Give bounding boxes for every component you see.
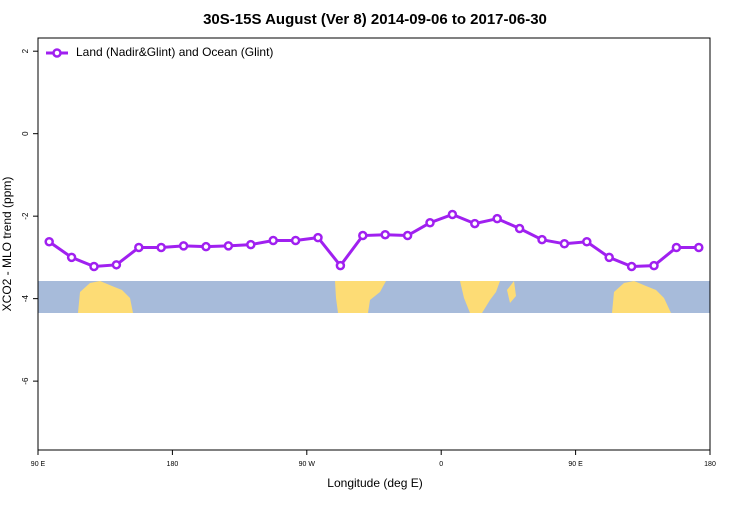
- point: [492, 213, 502, 224]
- land: [612, 281, 671, 313]
- x-tick-label: 90 W: [299, 461, 316, 468]
- legend-marker: [52, 48, 62, 58]
- point: [425, 218, 435, 228]
- plot-frame: [37, 37, 711, 451]
- point: [470, 218, 480, 229]
- series-line: [48, 212, 699, 269]
- x-tick-label: 180: [167, 461, 179, 468]
- point: [111, 260, 122, 270]
- point: [178, 241, 189, 251]
- legend-label: Land (Nadir&Glint) and Ocean (Glint): [76, 45, 273, 59]
- y-tick-label: 0: [21, 131, 30, 136]
- y-tick-label: 2: [21, 48, 30, 53]
- x-tick-label: 90 E: [31, 461, 46, 468]
- point: [514, 223, 525, 234]
- land: [335, 281, 386, 313]
- point: [626, 261, 637, 272]
- point: [44, 236, 54, 247]
- point: [649, 260, 659, 271]
- point: [582, 236, 592, 247]
- x-tick-label: 0: [439, 461, 443, 468]
- x-axis-label: Longitude (deg E): [327, 476, 422, 490]
- point: [313, 232, 323, 243]
- land: [507, 281, 516, 303]
- point: [537, 234, 547, 245]
- point: [134, 242, 144, 253]
- point: [694, 242, 704, 253]
- point: [290, 235, 301, 246]
- chart-title: 30S-15S August (Ver 8) 2014-09-06 to 201…: [203, 11, 547, 28]
- point: [89, 261, 99, 272]
- point: [246, 239, 256, 250]
- point: [335, 260, 346, 271]
- land: [460, 281, 500, 313]
- point: [223, 241, 234, 251]
- point: [671, 242, 682, 253]
- x-tick-label: 90 E: [568, 461, 583, 468]
- y-tick-label: -4: [21, 295, 30, 303]
- point: [559, 239, 570, 249]
- y-tick-label: -6: [21, 377, 30, 385]
- land: [78, 281, 133, 313]
- point: [201, 241, 211, 252]
- point: [66, 252, 77, 263]
- y-axis-label: XCO2 - MLO trend (ppm): [0, 177, 14, 312]
- point: [156, 242, 166, 253]
- point: [447, 209, 458, 220]
- point: [268, 235, 278, 246]
- point: [402, 230, 413, 241]
- point: [604, 252, 614, 263]
- y-tick-label: -2: [21, 212, 30, 220]
- x-tick-label: 180: [704, 461, 716, 468]
- map-band: [38, 281, 710, 313]
- point: [380, 229, 390, 240]
- point: [358, 230, 368, 241]
